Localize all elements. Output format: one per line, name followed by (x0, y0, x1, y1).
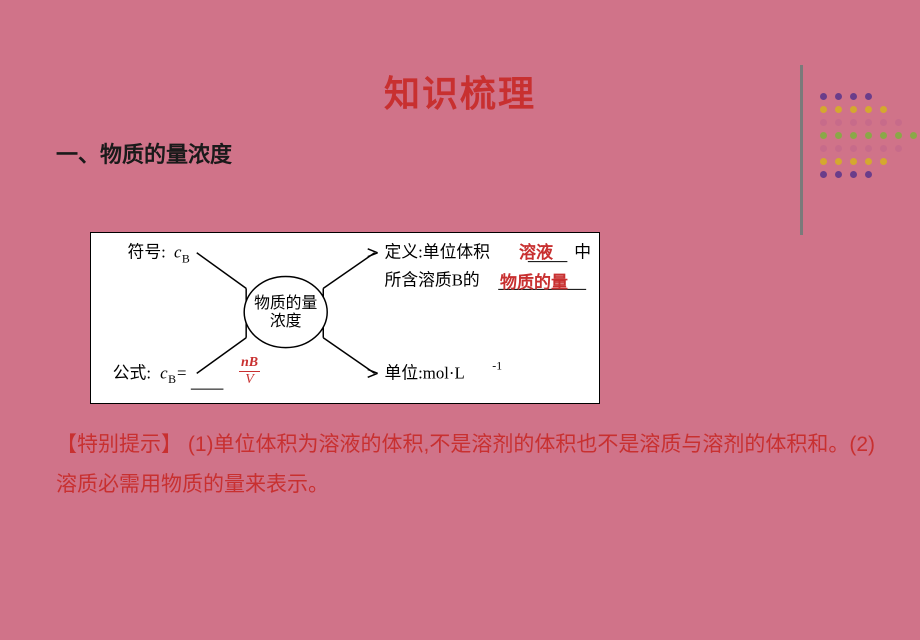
dot (835, 145, 842, 152)
dot (880, 132, 887, 139)
dot (820, 158, 827, 165)
diagram-formula-b: B (168, 372, 176, 386)
diagram-unit-label: 单位:mol·L (385, 363, 465, 382)
dot (895, 132, 902, 139)
dot (865, 106, 872, 113)
special-note: 【特别提示】 (1)单位体积为溶液的体积,不是溶剂的体积也不是溶质与溶剂的体积和… (56, 425, 880, 505)
dot (865, 93, 872, 100)
diagram-red-annotation-2: 物质的量 (500, 268, 568, 293)
dot (865, 132, 872, 139)
dot (880, 158, 887, 165)
diagram-def-line1-end: 中 (574, 243, 591, 262)
dot (820, 106, 827, 113)
dot-row (820, 145, 917, 152)
decorative-dot-pattern (820, 93, 917, 178)
dot (865, 171, 872, 178)
dot (895, 145, 902, 152)
formula-denominator: V (239, 372, 260, 388)
dot (850, 132, 857, 139)
dot (820, 171, 827, 178)
dot (820, 93, 827, 100)
diagram-center-text-1: 物质的量 (254, 294, 317, 312)
dot (850, 171, 857, 178)
dot-row (820, 93, 917, 100)
dot (910, 132, 917, 139)
diagram-def-line2: 所含溶质B的 (385, 270, 480, 289)
page-title: 知识梳理 (0, 65, 920, 117)
dot (850, 106, 857, 113)
dot (835, 158, 842, 165)
dot (835, 119, 842, 126)
diagram-formula-c: c (160, 363, 168, 382)
diagram-unit-exp: -1 (492, 358, 502, 372)
dot (820, 119, 827, 126)
diagram-formula-eq: = (177, 363, 186, 382)
diagram-symbol-label: 符号: (128, 243, 166, 262)
diagram-red-annotation-1: 溶液 (519, 238, 553, 263)
formula-numerator: nB (239, 355, 260, 372)
dot-row (820, 158, 917, 165)
dot (820, 145, 827, 152)
dot-row (820, 171, 917, 178)
diagram-center-text-2: 浓度 (270, 312, 302, 330)
dot (880, 106, 887, 113)
diagram-symbol-c: c (174, 243, 182, 262)
dot (865, 119, 872, 126)
decorative-vertical-line (800, 65, 803, 235)
dot (835, 106, 842, 113)
section-heading: 一、物质的量浓度 (56, 137, 920, 169)
dot (835, 132, 842, 139)
dot (850, 158, 857, 165)
dot (865, 158, 872, 165)
dot (835, 171, 842, 178)
dot (880, 145, 887, 152)
dot (850, 145, 857, 152)
diagram-symbol-b: B (182, 252, 190, 266)
dot-row (820, 106, 917, 113)
dot (835, 93, 842, 100)
diagram-def-line1: 定义:单位体积 (385, 243, 491, 262)
dot (850, 119, 857, 126)
formula-fraction: nB V (239, 355, 260, 388)
dot (880, 119, 887, 126)
dot-row (820, 132, 917, 139)
dot (865, 145, 872, 152)
diagram-formula-label: 公式: (113, 363, 151, 382)
note-prefix: 【特别提示】 (56, 433, 182, 456)
dot-row (820, 119, 917, 126)
dot (850, 93, 857, 100)
dot (895, 119, 902, 126)
dot (820, 132, 827, 139)
